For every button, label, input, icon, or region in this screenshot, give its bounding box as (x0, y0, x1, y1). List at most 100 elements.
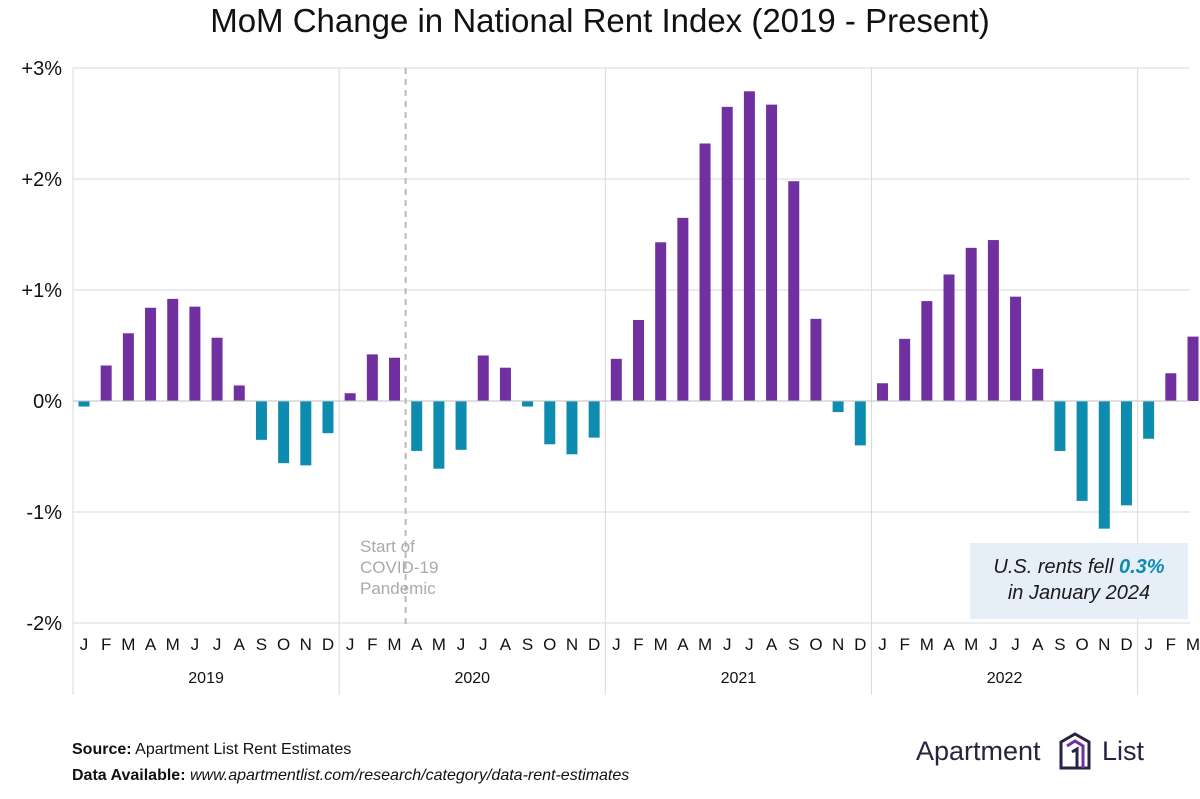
month-tick-label: D (588, 635, 600, 654)
bar (1187, 336, 1199, 401)
y-tick-label: +1% (21, 280, 62, 302)
bar (1120, 401, 1132, 506)
bar (322, 401, 334, 434)
month-tick-label: A (500, 635, 512, 654)
bar (788, 181, 800, 401)
month-tick-label: N (300, 635, 312, 654)
callout-value: 0.3% (1119, 556, 1165, 578)
month-tick-label: S (522, 635, 533, 654)
bar (389, 357, 401, 401)
year-tick-label: 2021 (721, 670, 757, 687)
chart-title: MoM Change in National Rent Index (2019 … (210, 2, 990, 39)
month-tick-label: D (1120, 635, 1132, 654)
month-tick-label: M (387, 635, 401, 654)
month-tick-label: N (832, 635, 844, 654)
footer: Source: Apartment List Rent Estimates Da… (72, 737, 629, 789)
bar (122, 333, 134, 401)
month-tick-label: M (432, 635, 446, 654)
bar (366, 354, 378, 401)
bar (278, 401, 290, 464)
month-tick-label: F (367, 635, 377, 654)
bar (1143, 401, 1155, 439)
bar (1165, 373, 1177, 401)
month-tick-label: J (213, 635, 222, 654)
month-tick-label: F (101, 635, 111, 654)
data-url[interactable]: www.apartmentlist.com/research/category/… (189, 767, 630, 784)
bar (655, 242, 667, 401)
y-tick-label: 0% (33, 391, 62, 413)
bar (876, 383, 888, 401)
bar (211, 337, 223, 401)
bar (677, 217, 689, 401)
month-tick-label: F (899, 635, 909, 654)
apartment-list-logo: Apartment List (916, 728, 1156, 776)
month-tick-label: M (121, 635, 135, 654)
bar (832, 401, 844, 413)
year-tick-label: 2022 (987, 670, 1023, 687)
month-tick-label: J (745, 635, 754, 654)
bar (411, 401, 423, 451)
month-tick-label: J (479, 635, 488, 654)
bar (344, 393, 356, 401)
callout-box: U.S. rents fell 0.3% in January 2024 (970, 543, 1188, 619)
bar (965, 247, 977, 401)
bar (1054, 401, 1066, 451)
month-tick-label: M (964, 635, 978, 654)
y-tick-label: -2% (26, 613, 62, 635)
month-tick-label: D (854, 635, 866, 654)
data-line: Data Available: www.apartmentlist.com/re… (72, 763, 629, 789)
source-label: Source: (72, 741, 132, 758)
bar (233, 385, 245, 401)
bar (633, 319, 644, 401)
bar (610, 358, 622, 401)
year-tick-label: 2020 (454, 670, 490, 687)
month-tick-label: J (346, 635, 355, 654)
bar (699, 143, 711, 402)
bar (100, 365, 112, 401)
month-tick-label: N (1098, 635, 1110, 654)
bar (743, 91, 755, 401)
month-tick-label: M (1186, 635, 1200, 654)
month-tick-label: O (809, 635, 822, 654)
month-tick-label: J (989, 635, 998, 654)
month-tick-label: A (234, 635, 246, 654)
month-tick-label: J (1011, 635, 1020, 654)
source-text: Apartment List Rent Estimates (135, 741, 352, 758)
bar (854, 401, 866, 446)
month-tick-label: A (411, 635, 423, 654)
month-tick-label: A (766, 635, 778, 654)
bar (145, 307, 157, 401)
y-tick-label: +3% (21, 58, 62, 80)
month-tick-label: A (943, 635, 955, 654)
bar (766, 104, 778, 401)
bar (544, 401, 556, 445)
bar (522, 401, 534, 407)
y-tick-label: +2% (21, 169, 62, 191)
bar (78, 401, 90, 407)
month-tick-label: M (920, 635, 934, 654)
callout-prefix: U.S. rents fell (993, 556, 1119, 578)
apartment-list-logo-icon (1059, 732, 1091, 770)
bar (721, 106, 733, 401)
month-tick-label: A (677, 635, 689, 654)
month-tick-label: N (566, 635, 578, 654)
month-tick-label: O (543, 635, 556, 654)
bar (1076, 401, 1088, 501)
bar (921, 301, 933, 401)
month-tick-label: F (1166, 635, 1176, 654)
month-tick-label: J (191, 635, 200, 654)
bar (255, 401, 267, 440)
bar (455, 401, 467, 450)
month-tick-label: S (256, 635, 267, 654)
bar (189, 306, 201, 401)
bar (433, 401, 445, 469)
bar (1032, 368, 1044, 401)
month-tick-label: M (166, 635, 180, 654)
logo-word-apartment: Apartment (916, 736, 1041, 766)
month-tick-label: O (1075, 635, 1088, 654)
month-tick-label: S (788, 635, 799, 654)
bar (477, 355, 489, 401)
bar (566, 401, 578, 455)
data-label: Data Available: (72, 767, 186, 784)
